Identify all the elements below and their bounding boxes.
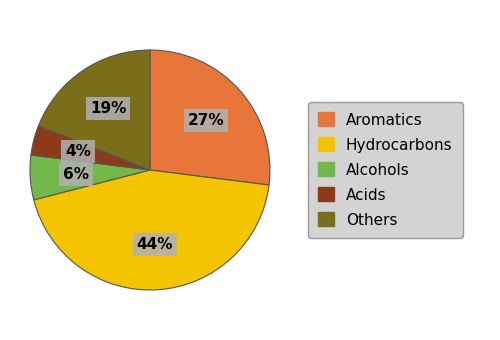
Text: 44%: 44% xyxy=(136,237,173,252)
Text: 4%: 4% xyxy=(65,144,91,159)
Legend: Aromatics, Hydrocarbons, Alcohols, Acids, Others: Aromatics, Hydrocarbons, Alcohols, Acids… xyxy=(308,102,463,238)
Wedge shape xyxy=(30,155,150,200)
Wedge shape xyxy=(38,50,150,170)
Text: 6%: 6% xyxy=(62,167,88,182)
Text: 27%: 27% xyxy=(188,113,224,128)
Wedge shape xyxy=(34,170,269,290)
Text: 19%: 19% xyxy=(90,101,126,116)
Wedge shape xyxy=(150,50,270,185)
Wedge shape xyxy=(31,126,150,170)
